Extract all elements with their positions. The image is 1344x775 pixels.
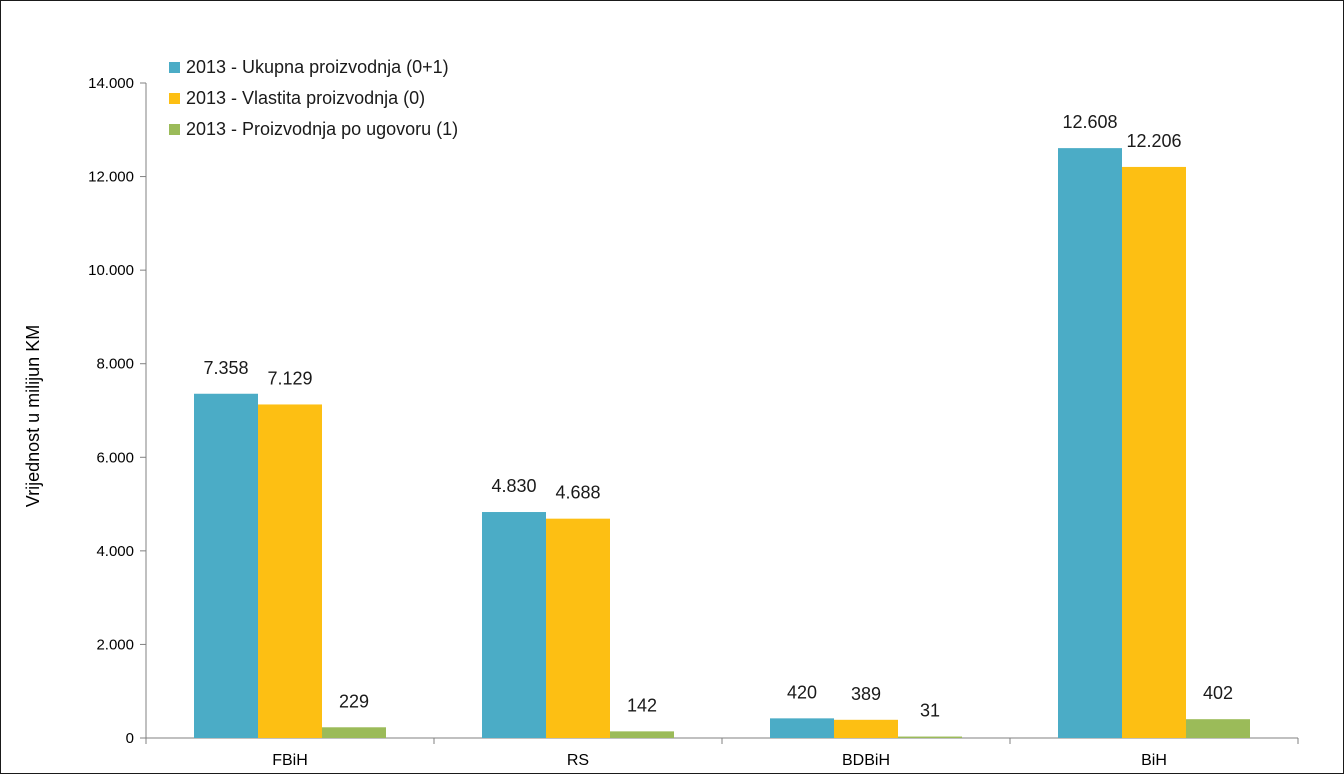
bar — [898, 736, 962, 738]
bar — [322, 727, 386, 738]
y-tick-label: 6.000 — [96, 449, 134, 466]
data-label: 229 — [339, 691, 369, 711]
data-label: 7.358 — [203, 358, 248, 378]
plot-area: 0 2.000 4.000 6.000 8.000 10.000 12.000 14.000 7… — [88, 75, 1299, 769]
y-tick-label: 4.000 — [96, 543, 134, 560]
data-label: 389 — [851, 684, 881, 704]
y-tick-label: 2.000 — [96, 636, 134, 653]
legend-swatch — [169, 93, 180, 104]
data-label: 31 — [920, 701, 940, 721]
data-label: 12.608 — [1062, 112, 1117, 132]
bar — [770, 718, 834, 738]
bar — [258, 404, 322, 738]
y-tick-label: 8.000 — [96, 356, 134, 373]
y-tick-label: 0 — [126, 730, 134, 747]
data-label: 142 — [627, 695, 657, 715]
bar — [1186, 719, 1250, 738]
y-tick-label: 14.000 — [88, 75, 134, 92]
legend: 2013 - Ukupna proizvodnja (0+1) 2013 - Vl… — [169, 57, 458, 139]
x-tick-label: RS — [567, 752, 589, 769]
data-label: 4.688 — [555, 483, 600, 503]
legend-label: 2013 - Ukupna proizvodnja (0+1) — [186, 57, 449, 77]
y-axis-title: Vrijednost u milijun KM — [23, 325, 43, 507]
data-label: 420 — [787, 682, 817, 702]
x-tick-label: BDBiH — [842, 752, 890, 769]
bar — [834, 719, 898, 738]
bar — [546, 518, 610, 738]
x-tick-label: FBiH — [272, 752, 308, 769]
legend-swatch — [169, 62, 180, 73]
legend-label: 2013 - Vlastita proizvodnja (0) — [186, 88, 425, 108]
data-label: 12.206 — [1126, 131, 1181, 151]
legend-swatch — [169, 124, 180, 135]
bar — [610, 731, 674, 738]
bar — [194, 393, 258, 738]
legend-label: 2013 - Proizvodnja po ugovoru (1) — [186, 119, 458, 139]
y-tick-label: 12.000 — [88, 169, 134, 186]
y-tick-label: 10.000 — [88, 262, 134, 279]
data-label: 7.129 — [267, 368, 312, 388]
data-label: 4.830 — [491, 476, 536, 496]
x-tick-label: BiH — [1141, 752, 1167, 769]
bar — [1122, 166, 1186, 738]
bar — [482, 512, 546, 738]
data-label: 402 — [1203, 683, 1233, 703]
bar — [1058, 148, 1122, 738]
